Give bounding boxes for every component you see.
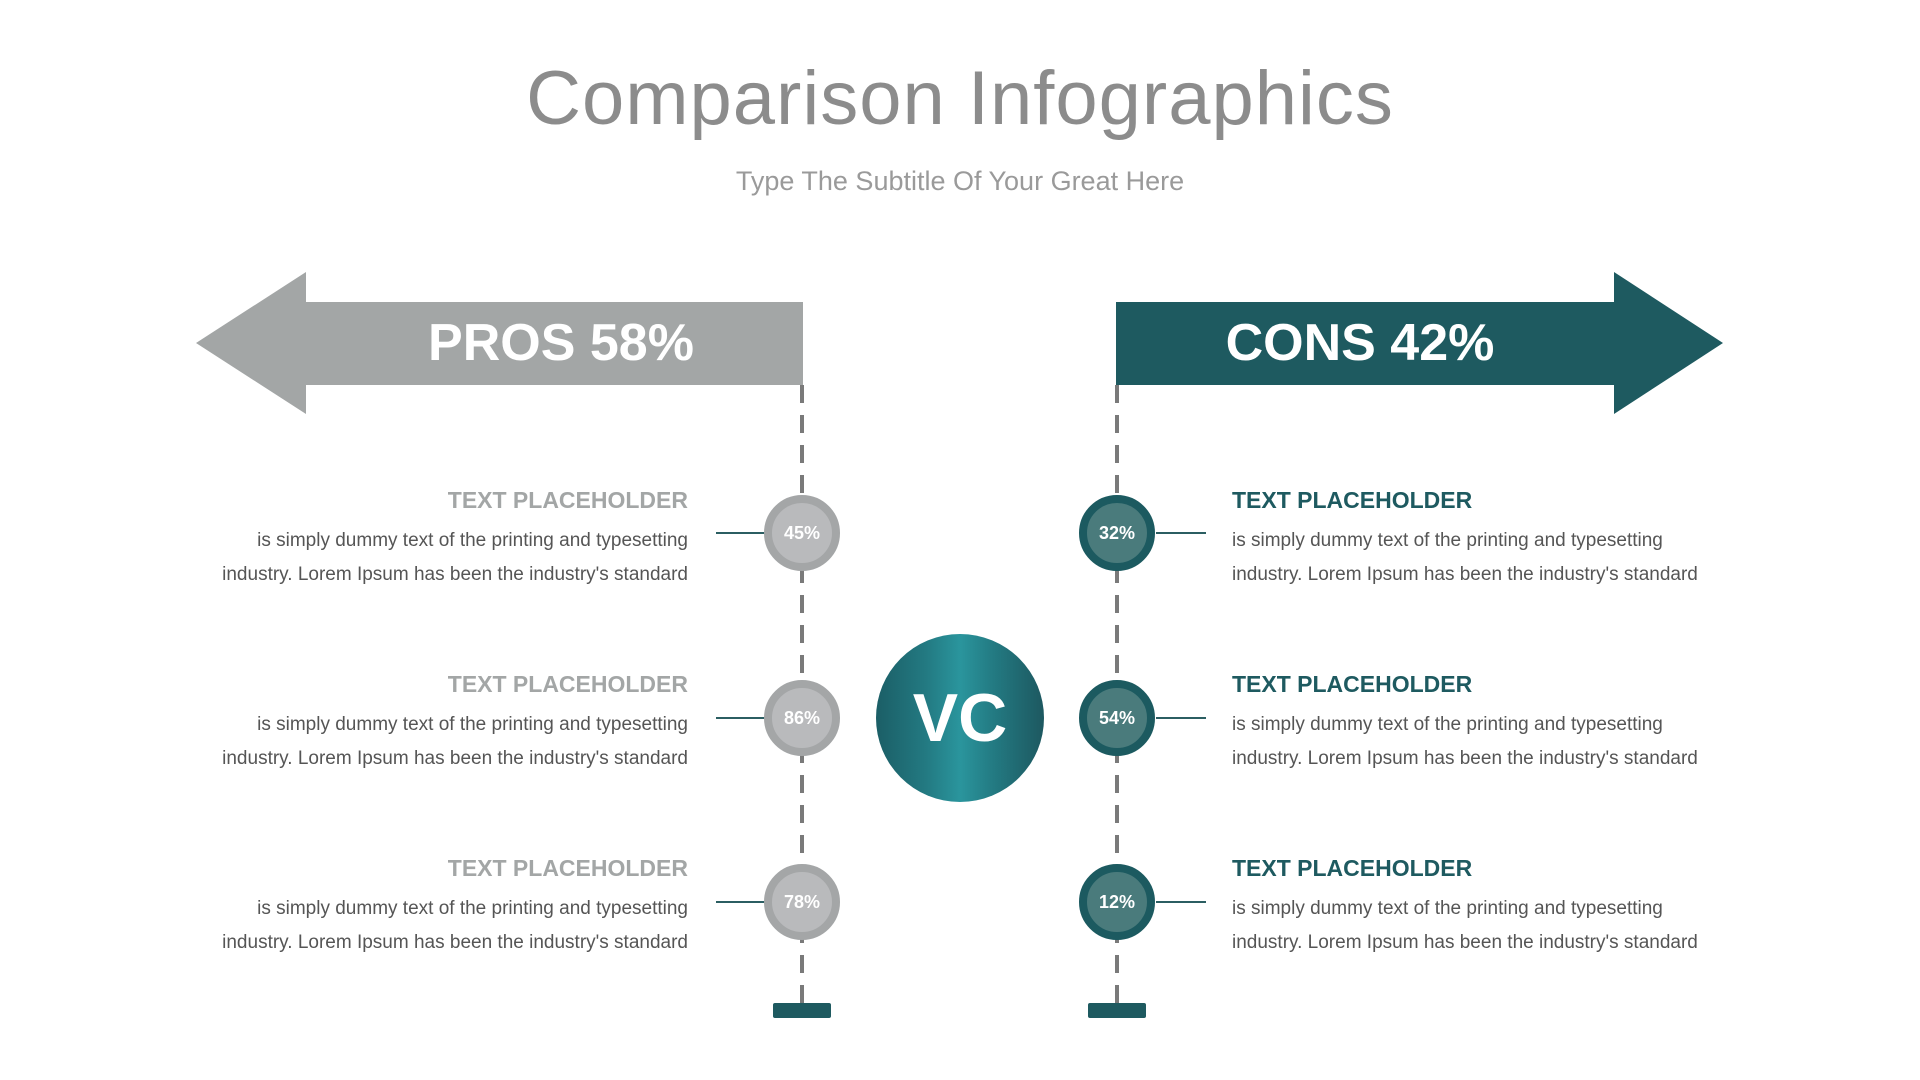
- item-text: industry. Lorem Ipsum has been the indus…: [1232, 564, 1698, 585]
- cons-item: TEXT PLACEHOLDER is simply dummy text of…: [1232, 487, 1752, 592]
- item-text: is simply dummy text of the printing and…: [257, 530, 688, 551]
- pros-arrow: [196, 272, 803, 414]
- item-text: industry. Lorem Ipsum has been the indus…: [222, 932, 688, 953]
- connector: [1156, 901, 1206, 903]
- item-text: is simply dummy text of the printing and…: [257, 714, 688, 735]
- cons-item: TEXT PLACEHOLDER is simply dummy text of…: [1232, 855, 1752, 960]
- item-text: industry. Lorem Ipsum has been the indus…: [1232, 932, 1698, 953]
- item-text: is simply dummy text of the printing and…: [257, 898, 688, 919]
- pros-value-badge: 45%: [764, 495, 840, 571]
- connector: [716, 532, 766, 534]
- cons-arrow: [1116, 272, 1723, 414]
- item-text: industry. Lorem Ipsum has been the indus…: [222, 564, 688, 585]
- item-text: is simply dummy text of the printing and…: [1232, 530, 1663, 551]
- item-heading: TEXT PLACEHOLDER: [1232, 671, 1473, 697]
- pros-timeline-base: [773, 1003, 831, 1018]
- item-heading: TEXT PLACEHOLDER: [447, 855, 688, 881]
- pros-label: PROS 58%: [428, 314, 694, 372]
- vc-center-circle: VC: [876, 634, 1044, 802]
- page-subtitle: Type The Subtitle Of Your Great Here: [735, 166, 1185, 196]
- cons-value-badge: 54%: [1079, 680, 1155, 756]
- connector: [1156, 717, 1206, 719]
- cons-timeline-base: [1088, 1003, 1146, 1018]
- pros-item: TEXT PLACEHOLDER is simply dummy text of…: [168, 855, 688, 960]
- item-text: is simply dummy text of the printing and…: [1232, 898, 1663, 919]
- cons-label: CONS 42%: [1225, 314, 1495, 372]
- connector: [1156, 532, 1206, 534]
- cons-value-badge: 12%: [1079, 864, 1155, 940]
- pros-item: TEXT PLACEHOLDER is simply dummy text of…: [168, 487, 688, 592]
- pros-value-badge: 86%: [764, 680, 840, 756]
- connector: [716, 717, 766, 719]
- page-title: Comparison Infographics: [526, 56, 1394, 141]
- connector: [716, 901, 766, 903]
- item-text: industry. Lorem Ipsum has been the indus…: [1232, 748, 1698, 769]
- pros-value-badge: 78%: [764, 864, 840, 940]
- item-heading: TEXT PLACEHOLDER: [1232, 487, 1473, 513]
- cons-value-badge: 32%: [1079, 495, 1155, 571]
- item-heading: TEXT PLACEHOLDER: [1232, 855, 1473, 881]
- item-heading: TEXT PLACEHOLDER: [447, 487, 688, 513]
- cons-item: TEXT PLACEHOLDER is simply dummy text of…: [1232, 671, 1752, 776]
- item-text: is simply dummy text of the printing and…: [1232, 714, 1663, 735]
- pros-item: TEXT PLACEHOLDER is simply dummy text of…: [168, 671, 688, 776]
- item-heading: TEXT PLACEHOLDER: [447, 671, 688, 697]
- item-text: industry. Lorem Ipsum has been the indus…: [222, 748, 688, 769]
